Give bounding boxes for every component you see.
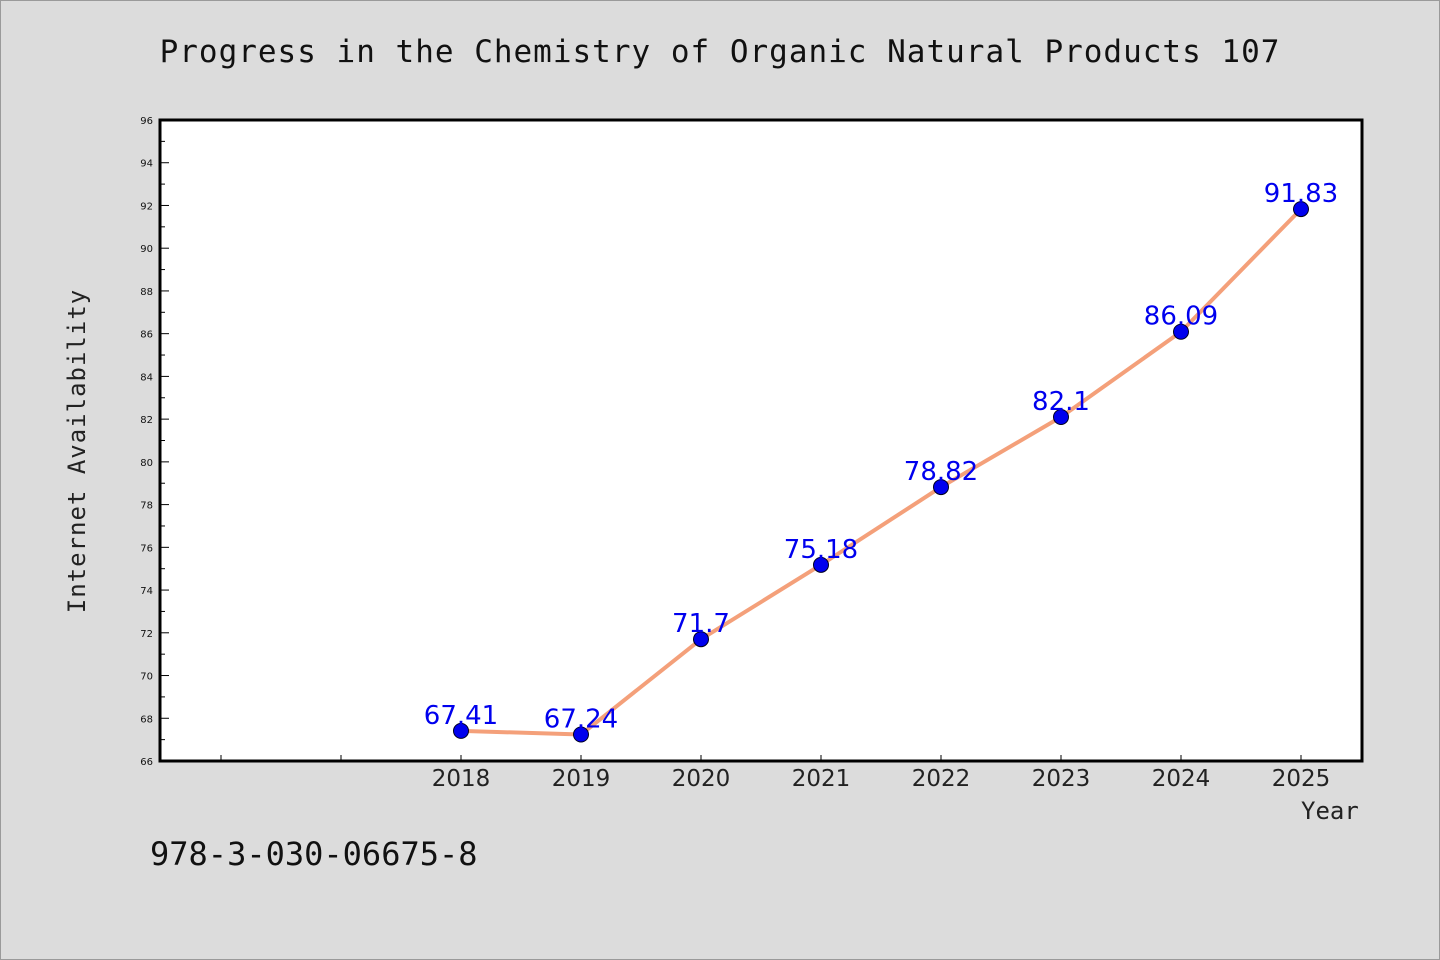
- y-tick-label: 70: [140, 672, 153, 683]
- y-tick-label: 94: [140, 159, 153, 170]
- y-tick-label: 90: [140, 244, 153, 255]
- y-tick-label: 72: [140, 629, 153, 640]
- data-point: [813, 556, 829, 573]
- isbn-footer: 978-3-030-06675-8: [150, 835, 478, 873]
- x-tick-label: 2019: [552, 766, 611, 792]
- x-tick-label: 2025: [1272, 766, 1331, 792]
- y-tick-label: 76: [140, 543, 153, 554]
- data-label: 82.1: [1032, 387, 1090, 417]
- y-tick-label: 84: [140, 372, 153, 383]
- data-label: 67.24: [544, 705, 618, 735]
- y-tick-label: 82: [140, 415, 153, 426]
- data-label: 67.41: [424, 701, 498, 731]
- y-tick-label: 68: [140, 714, 153, 725]
- data-point: [453, 722, 469, 739]
- y-tick-label: 74: [140, 586, 153, 597]
- y-tick-label: 92: [140, 201, 153, 212]
- x-tick-label: 2018: [432, 766, 491, 792]
- y-tick-label: 86: [140, 330, 153, 341]
- data-point: [573, 726, 589, 743]
- data-label: 75.18: [784, 535, 858, 565]
- chart-title: Progress in the Chemistry of Organic Nat…: [159, 34, 1281, 70]
- x-axis-label: Year: [1301, 797, 1359, 825]
- data-point: [693, 631, 709, 648]
- data-label: 91.83: [1264, 179, 1338, 209]
- data-label: 86.09: [1144, 302, 1218, 332]
- data-point: [1053, 408, 1069, 425]
- data-point: [933, 479, 949, 496]
- x-tick-label: 2020: [672, 766, 731, 792]
- y-tick-label: 80: [140, 458, 153, 469]
- plot-area: [158, 118, 1364, 763]
- y-tick-label: 78: [140, 501, 153, 512]
- x-axis-ticks: 2018 2019 2020 2021 2022 2023 2024 2025: [220, 755, 1331, 792]
- data-label: 71.7: [672, 609, 730, 639]
- y-tick-label: 88: [140, 287, 153, 298]
- x-tick-label: 2022: [912, 766, 971, 792]
- y-tick-label: 96: [140, 116, 153, 127]
- x-tick-label: 2023: [1032, 766, 1091, 792]
- data-labels: 67.41 67.24 71.7 75.18 78.82 82.1 86.09 91.83: [424, 179, 1338, 734]
- x-tick-label: 2024: [1152, 766, 1211, 792]
- data-label: 78.82: [904, 457, 978, 487]
- x-tick-label: 2021: [792, 766, 851, 792]
- series-group: [453, 201, 1309, 743]
- series-line: [460, 207, 1303, 737]
- y-tick-label: 66: [140, 757, 153, 768]
- data-point: [1293, 201, 1309, 218]
- data-point: [1173, 323, 1189, 340]
- y-axis-ticks: 66 68 70 72 74 76 78 80 82 84 86 88 90 92 94 96: [140, 116, 169, 768]
